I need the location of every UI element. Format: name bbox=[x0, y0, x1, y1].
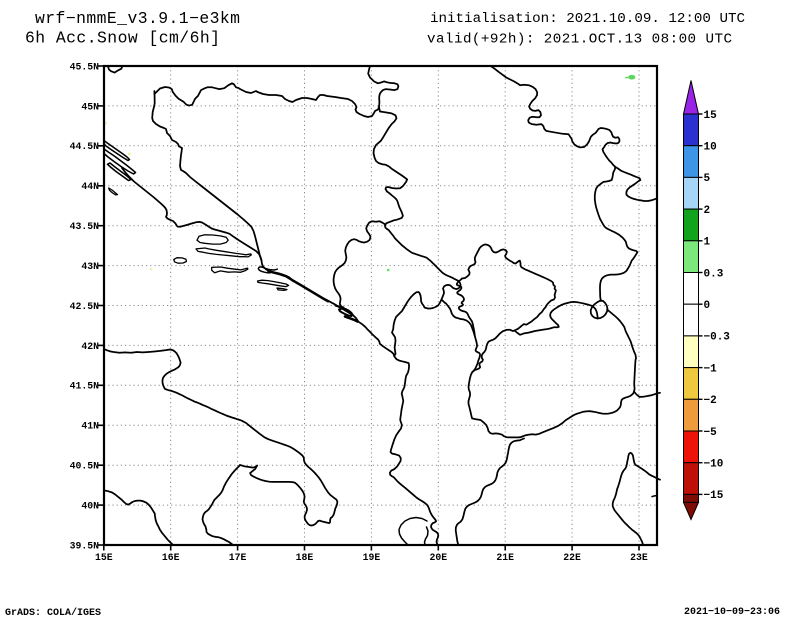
svg-text:−5: −5 bbox=[704, 427, 718, 439]
svg-text:40N: 40N bbox=[81, 501, 99, 512]
svg-text:6h Acc.Snow [cm/6h]: 6h Acc.Snow [cm/6h] bbox=[25, 29, 220, 48]
svg-text:1: 1 bbox=[704, 237, 711, 249]
svg-text:2: 2 bbox=[704, 205, 711, 217]
svg-text:22E: 22E bbox=[563, 552, 581, 563]
svg-text:40.5N: 40.5N bbox=[70, 461, 100, 472]
svg-text:−1: −1 bbox=[704, 363, 718, 375]
svg-text:0: 0 bbox=[704, 300, 711, 312]
svg-text:20E: 20E bbox=[429, 552, 447, 563]
svg-text:−2: −2 bbox=[704, 395, 717, 407]
svg-text:17E: 17E bbox=[229, 552, 247, 563]
svg-text:41.5N: 41.5N bbox=[70, 381, 100, 392]
svg-text:45N: 45N bbox=[81, 101, 99, 112]
svg-text:10: 10 bbox=[704, 142, 717, 154]
svg-text:41N: 41N bbox=[81, 421, 99, 432]
svg-text:−15: −15 bbox=[704, 490, 724, 502]
svg-text:43.5N: 43.5N bbox=[70, 221, 100, 232]
svg-text:42.5N: 42.5N bbox=[70, 301, 100, 312]
svg-text:−10: −10 bbox=[704, 459, 724, 471]
svg-text:15: 15 bbox=[704, 110, 718, 122]
svg-text:44.5N: 44.5N bbox=[70, 141, 100, 152]
svg-text:44N: 44N bbox=[81, 181, 99, 192]
svg-text:2021−10−09−23:06: 2021−10−09−23:06 bbox=[684, 607, 780, 618]
svg-text:wrf−nmmE_v3.9.1−e3km: wrf−nmmE_v3.9.1−e3km bbox=[35, 9, 240, 28]
svg-text:43N: 43N bbox=[81, 261, 99, 272]
svg-text:initialisation: 2021.10.09. 1: initialisation: 2021.10.09. 12:00 UTC bbox=[430, 11, 745, 27]
svg-text:−0.3: −0.3 bbox=[704, 332, 731, 344]
svg-text:19E: 19E bbox=[363, 552, 381, 563]
svg-text:16E: 16E bbox=[162, 552, 180, 563]
svg-text:0.3: 0.3 bbox=[704, 268, 724, 280]
svg-text:21E: 21E bbox=[496, 552, 514, 563]
svg-text:23E: 23E bbox=[630, 552, 648, 563]
svg-text:42N: 42N bbox=[81, 341, 99, 352]
svg-text:valid(+92h): 2021.OCT.13 08:00: valid(+92h): 2021.OCT.13 08:00 UTC bbox=[427, 32, 732, 48]
svg-text:5: 5 bbox=[704, 173, 711, 185]
svg-text:45.5N: 45.5N bbox=[70, 61, 100, 72]
svg-text:18E: 18E bbox=[296, 552, 314, 563]
svg-text:39.5N: 39.5N bbox=[70, 540, 100, 551]
svg-text:15E: 15E bbox=[95, 552, 113, 563]
svg-text:GrADS: COLA/IGES: GrADS: COLA/IGES bbox=[5, 607, 101, 618]
